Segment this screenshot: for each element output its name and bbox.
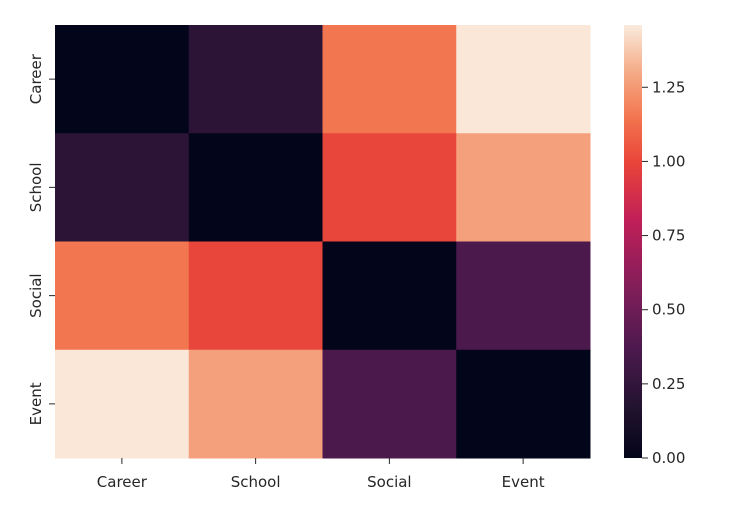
heatmap-cell-event-career (55, 349, 190, 459)
heatmap-cell-event-event (456, 349, 591, 459)
y-tick-label: Social (27, 273, 45, 317)
y-tick-label: School (27, 162, 45, 212)
colorbar-tick-label: 0.50 (652, 301, 685, 319)
heatmap-cell-school-career (55, 133, 190, 242)
heatmap-cell-social-career (55, 241, 190, 351)
heatmap-cell-career-social (322, 25, 457, 134)
colorbar-tick-label: 1.00 (652, 152, 685, 170)
x-tick-label: Career (97, 473, 148, 491)
colorbar-tick-label: 0.00 (652, 449, 685, 467)
heatmap-cell-event-social (322, 349, 457, 459)
y-tick-label: Event (27, 382, 45, 425)
heatmap-cell-school-school (188, 133, 323, 242)
heatmap-cell-career-event (456, 25, 591, 134)
heatmap-cells (55, 25, 591, 459)
x-tick-label: School (231, 473, 281, 491)
heatmap-cell-social-school (188, 241, 323, 351)
colorbar-tick-label: 1.25 (652, 78, 685, 96)
heatmap-cell-career-school (188, 25, 323, 134)
heatmap-cell-career-career (55, 25, 190, 134)
heatmap-cell-social-event (456, 241, 591, 351)
x-tick-label: Social (367, 473, 411, 491)
heatmap-cell-event-school (188, 349, 323, 459)
heatmap-cell-school-social (322, 133, 457, 242)
y-tick-label: Career (27, 53, 45, 104)
colorbar: 0.00 0.25 0.50 0.75 1.00 1.25 (624, 25, 685, 467)
heatmap-cell-school-event (456, 133, 591, 242)
colorbar-gradient (624, 25, 642, 458)
y-axis: Career School Social Event (27, 53, 55, 425)
colorbar-tick-label: 0.25 (652, 375, 685, 393)
x-axis: Career School Social Event (97, 458, 545, 491)
colorbar-tick-label: 0.75 (652, 227, 685, 245)
x-tick-label: Event (502, 473, 545, 491)
heatmap-cell-social-social (322, 241, 457, 351)
